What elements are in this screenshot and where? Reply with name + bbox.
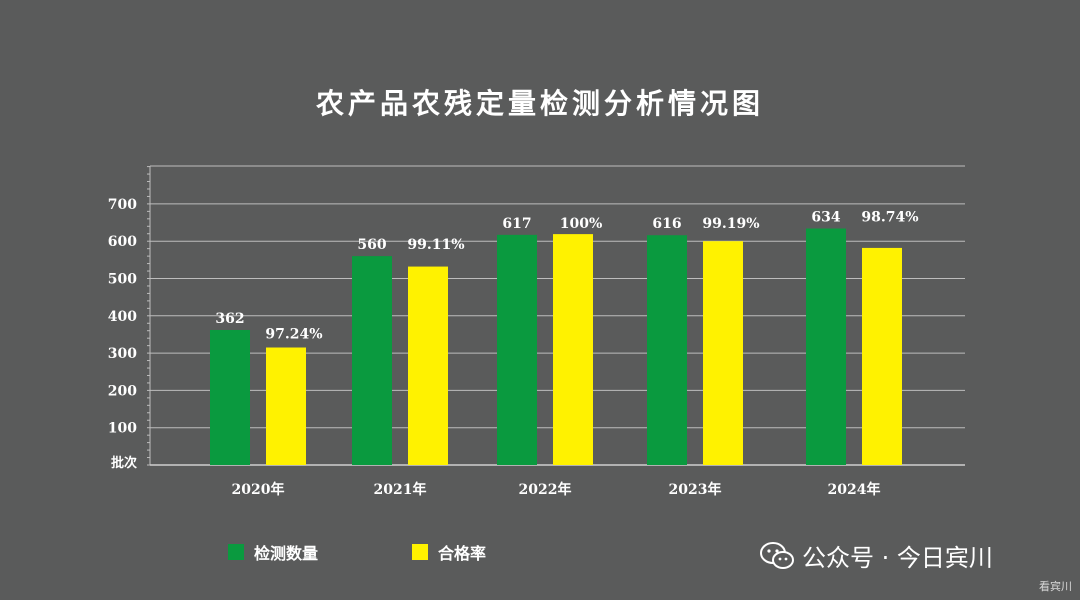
y-tick-label: 500 xyxy=(108,272,137,288)
bar-label-rate: 99.11% xyxy=(407,237,464,253)
chart-title: 农产品农残定量检测分析情况图 xyxy=(315,87,764,120)
y-tick-label: 600 xyxy=(108,234,137,250)
bar-count xyxy=(647,235,687,465)
legend-label-count: 检测数量 xyxy=(254,544,319,563)
bar-label-count: 362 xyxy=(215,311,244,327)
y-tick-label: 300 xyxy=(108,346,137,362)
x-tick-label: 2024年 xyxy=(828,481,881,498)
watermark: 公众号 · 今日宾川 xyxy=(760,538,993,573)
legend-item-rate: 合格率 xyxy=(412,540,486,564)
corner-text: 看宾川 xyxy=(1039,580,1072,593)
bar-rate xyxy=(266,347,306,465)
bar-label-rate: 99.19% xyxy=(702,216,759,232)
x-tick-label: 2022年 xyxy=(519,481,572,498)
bar-rate xyxy=(703,241,743,465)
legend-label-rate: 合格率 xyxy=(438,544,487,563)
legend-swatch-green xyxy=(228,544,244,560)
bar-rate xyxy=(862,247,902,465)
bar-label-count: 560 xyxy=(357,237,386,253)
bar-label-count: 616 xyxy=(652,216,681,232)
bar-count xyxy=(497,234,537,465)
bar-count xyxy=(806,228,846,465)
bar-label-rate: 98.74% xyxy=(861,210,918,226)
bar-label-rate: 100% xyxy=(560,216,603,232)
y-tick-label: 200 xyxy=(108,383,137,399)
bar-label-count: 617 xyxy=(502,216,531,232)
legend-swatch-yellow xyxy=(412,544,428,560)
y-tick-label: 100 xyxy=(108,421,137,437)
x-tick-label: 2020年 xyxy=(232,481,285,498)
y-tick-label: 400 xyxy=(108,309,137,325)
x-tick-label: 2021年 xyxy=(374,481,427,498)
legend-item-count: 检测数量 xyxy=(228,540,318,564)
wechat-icon xyxy=(760,541,794,571)
watermark-text: 公众号 · 今日宾川 xyxy=(802,544,993,572)
bar-count xyxy=(352,256,392,465)
bar-label-count: 634 xyxy=(811,210,840,226)
bar-rate xyxy=(553,234,593,465)
y-axis-label: 批次 xyxy=(111,455,137,471)
bar-rate xyxy=(408,266,448,465)
y-tick-label: 700 xyxy=(108,197,137,213)
x-tick-label: 2023年 xyxy=(669,481,722,498)
bar-count xyxy=(210,329,250,465)
bar-label-rate: 97.24% xyxy=(265,327,322,343)
